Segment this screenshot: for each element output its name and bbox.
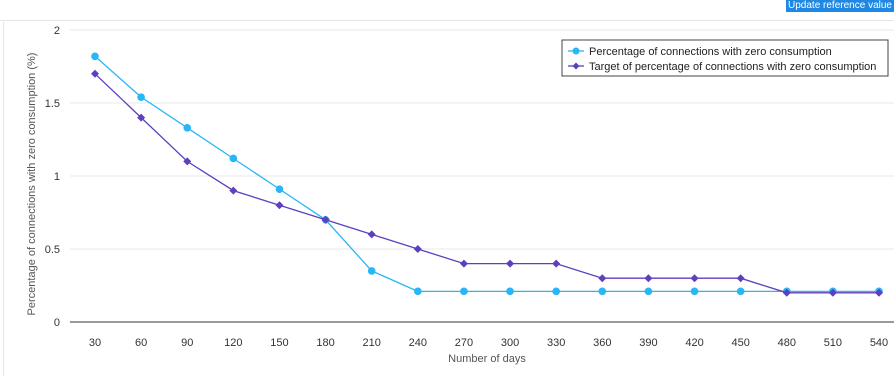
top-toolbar: Update reference value: [0, 0, 894, 21]
y-tick-label: 0.5: [45, 244, 60, 256]
data-point: [598, 287, 607, 296]
data-point: [367, 267, 376, 275]
x-tick-label: 450: [731, 337, 749, 349]
data-point: [736, 287, 745, 296]
data-point: [644, 274, 653, 283]
x-tick-label: 420: [685, 337, 703, 349]
data-point: [413, 245, 422, 253]
x-tick-label: 300: [501, 337, 519, 349]
data-point: [552, 259, 561, 268]
x-tick-label: 60: [135, 337, 147, 349]
data-point: [91, 52, 99, 61]
x-tick-label: 540: [870, 337, 888, 349]
data-point: [137, 113, 146, 122]
legend-label: Target of percentage of connections with…: [589, 61, 876, 73]
y-tick-label: 1: [54, 171, 60, 183]
legend: Percentage of connections with zero cons…: [561, 39, 889, 77]
series-2: [91, 69, 883, 297]
x-tick-label: 30: [89, 337, 101, 349]
x-tick-label: 210: [363, 337, 381, 349]
legend-swatch-marker: [572, 47, 580, 55]
data-point: [414, 287, 422, 296]
data-point: [367, 230, 376, 239]
x-tick-label: 180: [316, 337, 334, 349]
legend-item: Target of percentage of connections with…: [568, 61, 876, 73]
legend-label: Percentage of connections with zero cons…: [589, 46, 832, 58]
x-tick-label: 330: [547, 337, 565, 349]
data-point: [690, 274, 699, 283]
x-tick-label: 90: [181, 337, 193, 349]
x-tick-label: 270: [455, 337, 473, 349]
data-point: [459, 259, 468, 268]
series-layer: [91, 52, 883, 297]
axis-layer: 0 0.5 1 1.5 2 30 60 90 120 150 180 210 240 270 300 330 3…: [26, 25, 894, 365]
data-point: [875, 288, 883, 297]
legend-swatch-marker: [572, 62, 580, 70]
legend-item: Percentage of connections with zero cons…: [568, 46, 832, 58]
data-point: [782, 288, 791, 297]
legend-box: [561, 39, 889, 77]
data-point: [552, 287, 560, 296]
x-tick-label: 480: [778, 337, 796, 349]
data-point: [275, 185, 284, 193]
data-point: [506, 259, 515, 268]
update-reference-button[interactable]: Update reference value: [786, 0, 894, 12]
series-line: [94, 73, 879, 294]
x-axis-title: Number of days: [448, 353, 526, 365]
data-point: [321, 215, 330, 224]
data-point: [736, 274, 745, 283]
data-point: [506, 287, 514, 296]
data-point: [137, 93, 145, 101]
data-point: [460, 287, 468, 296]
x-tick-label: 240: [409, 337, 427, 349]
series-line: [94, 55, 879, 292]
data-point: [183, 124, 192, 132]
y-tick-label: 1.5: [45, 98, 60, 110]
data-point: [644, 287, 653, 296]
data-point: [690, 287, 699, 296]
x-tick-label: 360: [593, 337, 611, 349]
x-tick-label: 150: [270, 337, 288, 349]
data-point: [828, 288, 837, 297]
y-tick-label: 0: [54, 317, 60, 329]
data-point: [229, 154, 238, 163]
left-border: [3, 22, 4, 376]
x-tick-label: 390: [639, 337, 657, 349]
data-point: [598, 274, 607, 283]
data-point: [229, 186, 238, 195]
grid-layer: [70, 29, 894, 250]
series-1: [91, 52, 883, 296]
x-tick-label: 510: [824, 337, 842, 349]
y-tick-label: 2: [54, 25, 60, 37]
x-tick-label: 120: [224, 337, 242, 349]
data-point: [183, 157, 192, 166]
data-point: [275, 201, 284, 210]
y-axis-title: Percentage of connections with zero cons…: [26, 53, 38, 316]
data-point: [91, 69, 99, 78]
